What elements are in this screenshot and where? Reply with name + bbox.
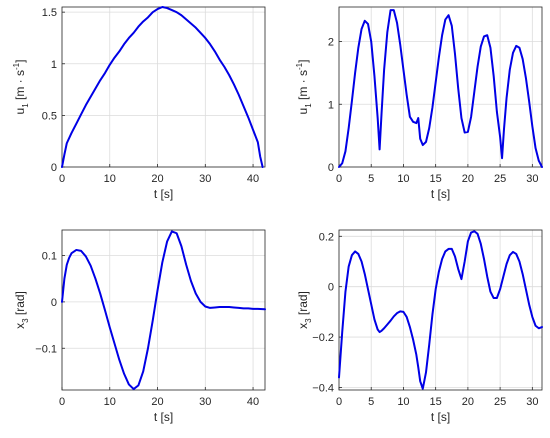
y-tick-label: 0.2	[319, 231, 334, 243]
series-line	[61, 230, 266, 391]
y-axis-label: x3 [rad]	[296, 291, 313, 329]
y-axis-label-main: x	[296, 323, 310, 329]
y-axis-label-main: u	[13, 108, 27, 115]
x-tick-label: 10	[397, 396, 409, 408]
y-tick-label: −0.2	[312, 332, 334, 344]
x-tick-label: 25	[494, 396, 506, 408]
y-axis-label-close: ]	[13, 60, 27, 63]
y-axis-label-unit: [rad]	[296, 291, 310, 318]
x-tick-label: 5	[368, 396, 374, 408]
y-axis-label-sub: 1	[21, 103, 30, 108]
chart-panel-bottom-left: 0 10 20 30 40 −0.1 0 0.1 t [s] x3 [rad]	[13, 229, 266, 424]
x-tick-label: 0	[336, 173, 342, 185]
y-axis-label-sub: 3	[21, 318, 30, 323]
y-tick-label: 0	[328, 162, 334, 174]
y-tick-label: 0.1	[42, 251, 57, 263]
x-axis-label: t [s]	[154, 410, 173, 424]
x-tick-label: 30	[526, 396, 538, 408]
y-tick-label: 0	[328, 282, 334, 294]
x-tick-label: 40	[247, 396, 259, 408]
y-axis-label-main: u	[296, 108, 310, 115]
axes-box	[338, 229, 543, 391]
y-axis-label-close: ]	[296, 60, 310, 63]
x-tick-label: 10	[397, 173, 409, 185]
x-tick-label: 0	[59, 173, 65, 185]
y-tick-label: 1	[328, 99, 334, 111]
x-tick-label: 40	[247, 173, 259, 185]
x-tick-label: 20	[151, 396, 163, 408]
y-axis-label-main: x	[13, 323, 27, 329]
series-line	[61, 6, 264, 168]
axes-box	[338, 6, 543, 168]
y-axis-label-sup: -1	[295, 62, 304, 70]
x-tick-label: 20	[151, 173, 163, 185]
x-tick-label: 15	[430, 173, 442, 185]
x-tick-label: 10	[104, 173, 116, 185]
y-tick-label: 1	[51, 59, 57, 71]
series-line	[338, 9, 543, 168]
x-tick-label: 5	[368, 173, 374, 185]
x-tick-label: 30	[199, 173, 211, 185]
x-tick-label: 20	[462, 173, 474, 185]
y-axis-label: u1 [m · s-1]	[12, 60, 30, 115]
y-axis-label-unit: [m · s	[13, 70, 27, 103]
y-axis-label-sub: 3	[304, 318, 313, 323]
y-axis-label: u1 [m · s-1]	[295, 60, 313, 115]
x-tick-label: 0	[336, 396, 342, 408]
y-axis-label-sup: -1	[12, 62, 21, 70]
x-axis-label: t [s]	[431, 410, 450, 424]
series-line	[338, 230, 543, 390]
y-tick-label: 0	[51, 297, 57, 309]
x-axis-label: t [s]	[154, 187, 173, 201]
x-tick-label: 25	[494, 173, 506, 185]
y-tick-label: 0	[51, 162, 57, 174]
x-tick-label: 10	[104, 396, 116, 408]
y-axis-label-unit: [m · s	[296, 70, 310, 103]
y-tick-label: 1.5	[42, 7, 57, 19]
x-tick-label: 15	[430, 396, 442, 408]
x-tick-label: 30	[526, 173, 538, 185]
y-tick-label: 2	[328, 37, 334, 49]
x-tick-label: 30	[199, 396, 211, 408]
y-axis-label-unit: [rad]	[13, 291, 27, 318]
y-tick-label: −0.4	[312, 382, 334, 394]
x-tick-label: 20	[462, 396, 474, 408]
y-axis-label: x3 [rad]	[13, 291, 30, 329]
y-axis-label-sub: 1	[304, 103, 313, 108]
x-tick-label: 0	[59, 396, 65, 408]
chart-panel-bottom-right: 0 5 10 15 20 25 30 −0.4 −0.2 0 0.2 t [s] x3 [rad]	[296, 229, 543, 424]
x-axis-label: t [s]	[431, 187, 450, 201]
y-tick-label: 0.5	[42, 110, 57, 122]
y-tick-label: −0.1	[35, 343, 57, 355]
